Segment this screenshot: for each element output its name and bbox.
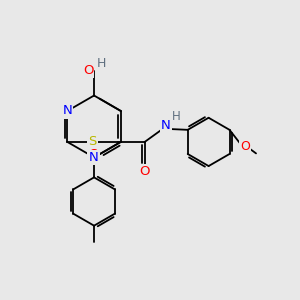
Text: O: O [88, 148, 98, 161]
Text: H: H [97, 57, 106, 70]
Text: H: H [172, 110, 181, 123]
Text: S: S [88, 135, 97, 148]
Text: O: O [140, 165, 150, 178]
Text: N: N [89, 151, 99, 164]
Text: O: O [240, 140, 250, 152]
Text: N: N [161, 118, 171, 132]
Text: O: O [83, 64, 93, 77]
Text: N: N [62, 104, 72, 118]
